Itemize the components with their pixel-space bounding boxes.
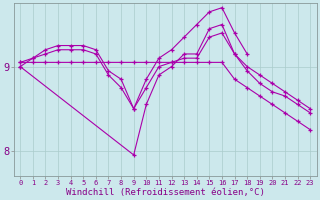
X-axis label: Windchill (Refroidissement éolien,°C): Windchill (Refroidissement éolien,°C) [66, 188, 265, 197]
